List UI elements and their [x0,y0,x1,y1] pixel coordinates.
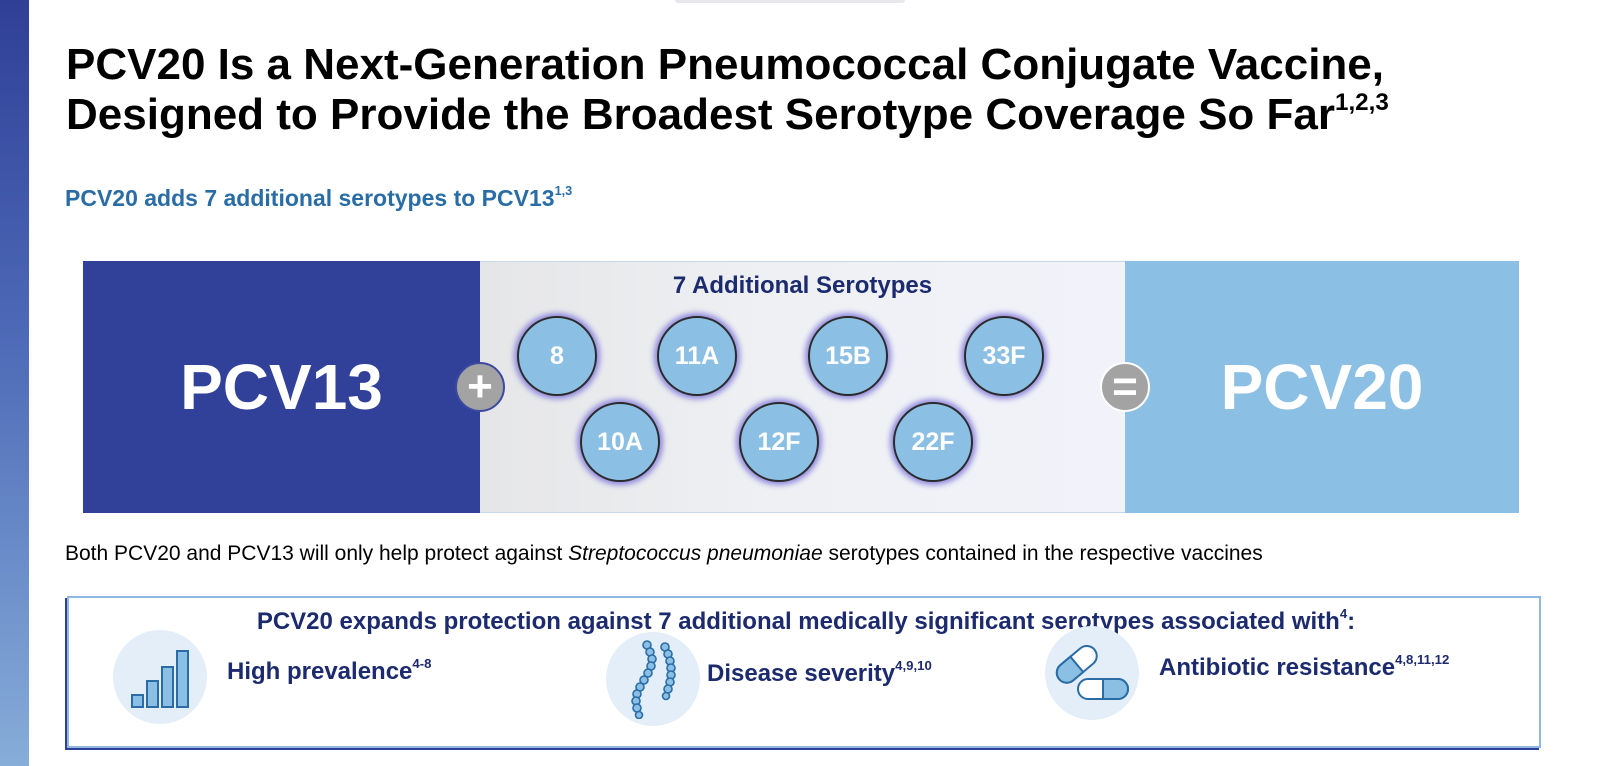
subtitle-text: PCV20 adds 7 additional serotypes to PCV… [65,185,555,211]
serotype-circle: 22F [893,402,973,482]
pills-icon [1045,626,1139,720]
title-line-1: PCV20 Is a Next-Generation Pneumococcal … [66,40,1385,89]
bacteria-chain-icon [606,632,700,726]
vaccine-equation: PCV13 7 Additional Serotypes 8 11A 15B 3… [83,261,1519,513]
benefits-box: PCV20 expands protection against 7 addit… [67,596,1541,748]
bar-chart-icon [113,630,207,724]
title-footnote: 1,2,3 [1335,88,1389,116]
serotype-circle: 10A [580,402,660,482]
serotype-circle: 11A [657,316,737,396]
feature-footnote: 4-8 [412,656,432,672]
pcv20-label: PCV20 [1220,351,1424,423]
equals-symbol: = [1112,362,1138,411]
benefits-heading: PCV20 expands protection against 7 addit… [69,606,1543,636]
benefits-heading-text: PCV20 expands protection against 7 addit… [256,608,1340,635]
additional-serotypes-title: 7 Additional Serotypes [672,272,933,299]
pcv13-block: PCV13 [83,261,480,513]
serotype-label: 11A [674,341,720,370]
serotype-circle: 15B [808,316,888,396]
benefits-heading-footnote: 4 [1339,606,1348,622]
slide-title: PCV20 Is a Next-Generation Pneumococcal … [66,40,1546,140]
feature-label-text: Disease severity [707,660,896,687]
subtitle-footnote: 1,3 [554,184,573,199]
pcv13-label: PCV13 [180,351,383,423]
plus-icon: + [455,362,505,412]
serotype-label: 22F [911,427,955,456]
serotype-circle: 8 [517,316,597,396]
disclaimer-text-before: Both PCV20 and PCV13 will only help prot… [65,542,569,565]
left-accent-bar [0,0,29,766]
feature-label-text: High prevalence [227,658,413,685]
equals-icon: = [1100,362,1150,412]
coverage-disclaimer: Both PCV20 and PCV13 will only help prot… [65,542,1263,566]
benefits-heading-suffix: : [1347,608,1356,635]
serotype-label: 12F [757,427,801,456]
serotype-label: 15B [825,341,871,370]
serotype-circle: 12F [739,402,819,482]
additional-serotypes-panel: 7 Additional Serotypes 8 11A 15B 33F 10A… [480,261,1125,513]
title-line-2: Designed to Provide the Broadest Serotyp… [66,90,1335,139]
disclaimer-text-after: serotypes contained in the respective va… [822,542,1263,565]
feature-label-text: Antibiotic resistance [1159,654,1396,681]
top-tab-decoration [675,0,905,3]
serotype-label: 10A [597,427,643,456]
feature-footnote: 4,9,10 [895,658,932,674]
slide-subtitle: PCV20 adds 7 additional serotypes to PCV… [65,185,572,212]
pcv20-block: PCV20 [1125,261,1519,513]
serotype-circle: 33F [964,316,1044,396]
serotype-label: 33F [982,341,1026,370]
feature-high-prevalence: High prevalence4-8 [227,656,432,686]
disclaimer-organism: Streptococcus pneumoniae [568,542,823,565]
feature-disease-severity: Disease severity4,9,10 [707,658,932,688]
feature-footnote: 4,8,11,12 [1395,652,1450,668]
feature-antibiotic-resistance: Antibiotic resistance4,8,11,12 [1159,652,1450,682]
serotype-label: 8 [550,341,564,370]
plus-symbol: + [467,362,493,411]
